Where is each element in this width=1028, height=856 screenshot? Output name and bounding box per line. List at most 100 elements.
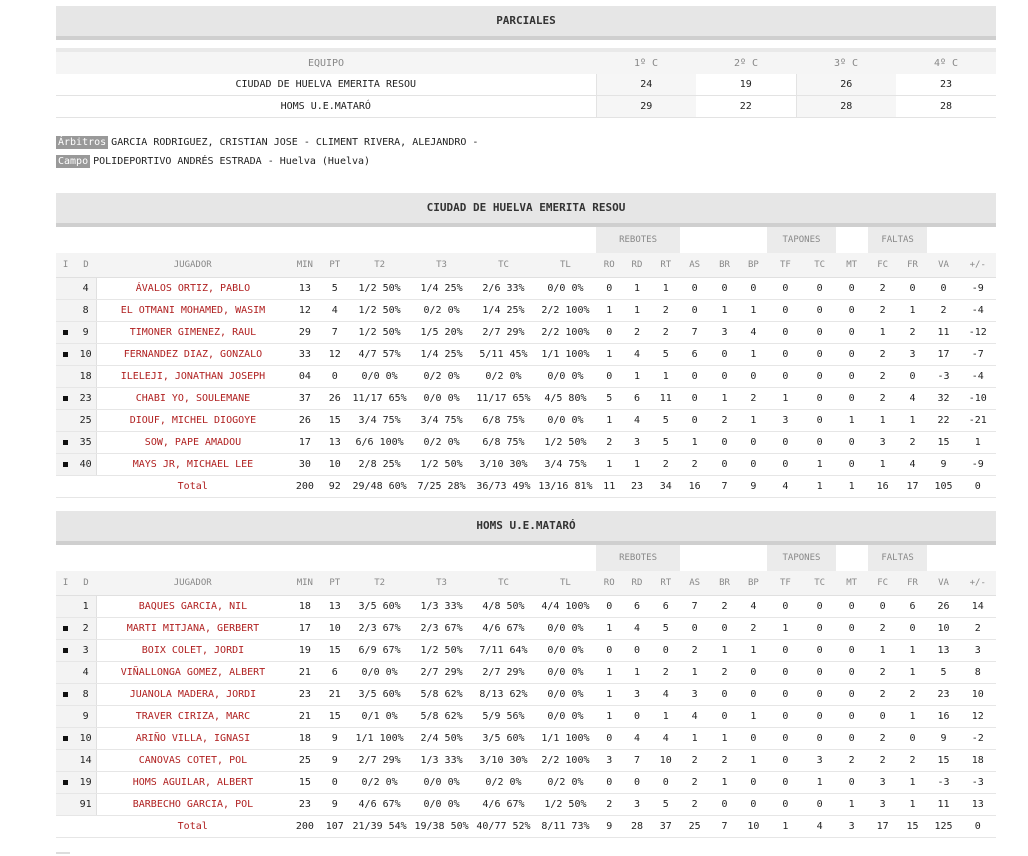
- player-name-link[interactable]: CHABI YO, SOULEMANE: [96, 387, 289, 410]
- stat-tf: 1: [767, 617, 804, 640]
- stat-rd: 2: [622, 321, 652, 344]
- stat-plusminus: -4: [959, 299, 996, 322]
- player-row: 4 ÁVALOS ORTIZ, PABLO 13 5 1/2 50% 1/4 25% 2/6…: [56, 277, 996, 300]
- stat-rd: 0: [622, 639, 652, 662]
- starter-cell: [56, 683, 76, 706]
- stat-mt: 0: [835, 343, 868, 366]
- stat-tl: 0/0 0%: [534, 661, 597, 684]
- col-q1: 1º C: [596, 50, 696, 74]
- dorsal: 10: [75, 727, 98, 750]
- stat-tc: 6/8 75%: [472, 431, 535, 454]
- dorsal: 14: [75, 749, 98, 772]
- stat-plusminus: 12: [959, 705, 996, 728]
- stat-br: 0: [709, 277, 740, 300]
- stat-fc: 2: [867, 727, 898, 750]
- starter-cell: [56, 771, 76, 794]
- boxscore-table: REBOTES TAPONES FALTAS I D JUGADOR MIN PT T2 T3 TC…: [56, 545, 996, 838]
- stat-min: 23: [288, 793, 321, 816]
- stat-ro: 1: [596, 617, 623, 640]
- player-name-link[interactable]: ILELEJI, JONATHAN JOSEPH: [96, 365, 289, 388]
- dorsal: 4: [75, 277, 98, 300]
- stat-va: 5: [927, 661, 960, 684]
- group-spacer: [836, 545, 868, 571]
- player-name-link[interactable]: BAQUES GARCIA, NIL: [96, 595, 289, 618]
- stat-fc: 3: [867, 431, 898, 454]
- player-name-link[interactable]: DIOUF, MICHEL DIOGOYE: [96, 409, 289, 432]
- starter-marker-icon: [63, 352, 69, 357]
- player-name-link[interactable]: VIÑALLONGA GOMEZ, ALBERT: [96, 661, 289, 684]
- stat-as: 0: [679, 365, 710, 388]
- stat-br: 2: [709, 409, 740, 432]
- stat-t3: 1/3 33%: [410, 595, 473, 618]
- total-spacer: [56, 475, 76, 498]
- stat-va: 10: [927, 617, 960, 640]
- stat-tl: 4/5 80%: [534, 387, 597, 410]
- player-name-link[interactable]: TRAVER CIRIZA, MARC: [96, 705, 289, 728]
- stat-bp: 0: [739, 453, 768, 476]
- starter-cell: [56, 343, 76, 366]
- player-name-link[interactable]: ÁVALOS ORTIZ, PABLO: [96, 277, 289, 300]
- player-name-link[interactable]: JUANOLA MADERA, JORDI: [96, 683, 289, 706]
- stat-tf: 0: [767, 431, 804, 454]
- stat-tc-block: 0: [803, 595, 836, 618]
- player-name-link[interactable]: CANOVAS COTET, POL: [96, 749, 289, 772]
- stat-plusminus: -10: [959, 387, 996, 410]
- stat-pt: 15: [320, 705, 349, 728]
- player-name-link[interactable]: EL OTMANI MOHAMED, WASIM: [96, 299, 289, 322]
- stat-tc: 11/17 65%: [472, 387, 535, 410]
- stat-pt: 26: [320, 387, 349, 410]
- player-name-link[interactable]: FERNANDEZ DIAZ, GONZALO: [96, 343, 289, 366]
- group-spacer: [927, 545, 996, 571]
- total-label: Total: [96, 475, 289, 498]
- stat-mt: 0: [835, 639, 868, 662]
- stat-br: 0: [709, 343, 740, 366]
- stat-rd: 1: [622, 299, 652, 322]
- total-t2: 29/48 60%: [348, 475, 411, 498]
- dorsal: 9: [75, 705, 98, 728]
- stat-fc: 2: [867, 683, 898, 706]
- team-name: CIUDAD DE HUELVA EMERITA RESOU: [56, 74, 596, 96]
- stat-min: 19: [288, 639, 321, 662]
- player-name-link[interactable]: BOIX COLET, JORDI: [96, 639, 289, 662]
- stat-bp: 0: [739, 431, 768, 454]
- total-row: Total 200 92 29/48 60% 7/25 28% 36/73 49% 13/1…: [56, 475, 996, 498]
- player-row: 10 ARIÑO VILLA, IGNASI 18 9 1/1 100% 2/4 50% 3…: [56, 727, 996, 750]
- stat-rt: 11: [651, 387, 680, 410]
- player-name-link[interactable]: MARTI MITJANA, GERBERT: [96, 617, 289, 640]
- stat-plusminus: 13: [959, 793, 996, 816]
- player-row: 18 ILELEJI, JONATHAN JOSEPH 04 0 0/0 0% 0/2 0…: [56, 365, 996, 388]
- col-plusminus: +/-: [959, 571, 996, 596]
- stat-t2: 2/7 29%: [348, 749, 411, 772]
- col-fr: FR: [897, 571, 928, 596]
- starter-cell: [56, 409, 76, 432]
- stat-as: 1: [679, 727, 710, 750]
- stat-ro: 0: [596, 595, 623, 618]
- starter-cell: [56, 453, 76, 476]
- stat-tc-block: 0: [803, 387, 836, 410]
- stat-rd: 3: [622, 793, 652, 816]
- stat-ro: 0: [596, 639, 623, 662]
- player-name-link[interactable]: ARIÑO VILLA, IGNASI: [96, 727, 289, 750]
- stat-as: 0: [679, 409, 710, 432]
- player-name-link[interactable]: TIMONER GIMENEZ, RAUL: [96, 321, 289, 344]
- starter-cell: [56, 365, 76, 388]
- stat-va: 13: [927, 639, 960, 662]
- player-name-link[interactable]: MAYS JR, MICHAEL LEE: [96, 453, 289, 476]
- stat-fr: 1: [897, 299, 928, 322]
- total-br: 7: [709, 815, 740, 838]
- col-min: MIN: [288, 571, 321, 596]
- player-name-link[interactable]: HOMS AGUILAR, ALBERT: [96, 771, 289, 794]
- dorsal: 2: [75, 617, 98, 640]
- group-rebotes: REBOTES: [596, 227, 680, 253]
- stat-tc: 4/8 50%: [472, 595, 535, 618]
- player-name-link[interactable]: BARBECHO GARCIA, POL: [96, 793, 289, 816]
- stat-min: 18: [288, 727, 321, 750]
- stat-ro: 1: [596, 705, 623, 728]
- stat-bp: 1: [739, 639, 768, 662]
- dorsal: 10: [75, 343, 98, 366]
- stat-fr: 2: [897, 321, 928, 344]
- total-rt: 37: [651, 815, 680, 838]
- stat-fr: 4: [897, 387, 928, 410]
- player-name-link[interactable]: SOW, PAPE AMADOU: [96, 431, 289, 454]
- stat-t3: 0/2 0%: [410, 365, 473, 388]
